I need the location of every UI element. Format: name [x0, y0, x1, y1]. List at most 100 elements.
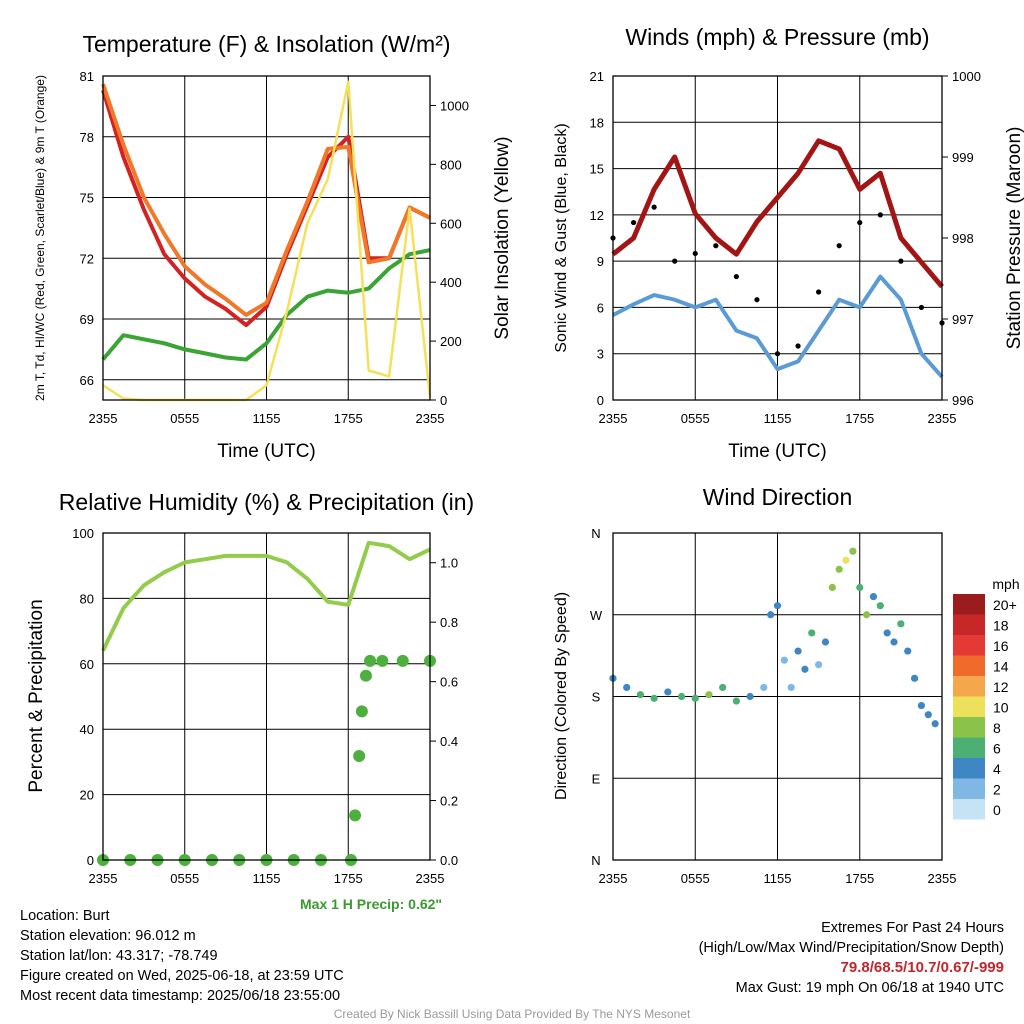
direction-point: [650, 694, 658, 702]
y-tick-label: 6: [597, 300, 604, 315]
direction-point: [815, 661, 823, 669]
x-tick-label: 2355: [928, 871, 957, 886]
data-point: [376, 654, 389, 667]
x-tick-label: 0555: [681, 871, 710, 886]
legend-label: 14: [993, 659, 1009, 675]
y-tick-label: 40: [80, 722, 94, 737]
legend-label: 18: [993, 618, 1009, 634]
direction-point: [863, 611, 871, 619]
direction-point: [856, 583, 864, 592]
y-tick-label: N: [591, 526, 600, 541]
panel-title: Wind Direction: [703, 484, 853, 510]
series-line: [612, 274, 944, 379]
y2-tick-label: 0.2: [440, 794, 458, 809]
direction-point: [746, 692, 754, 701]
x-axis-label: Time (UTC): [728, 441, 827, 462]
data-point: [349, 809, 362, 822]
legend-title: mph: [992, 576, 1019, 592]
legend-swatch: [953, 676, 985, 697]
y2-tick-label: 1.0: [440, 556, 458, 571]
extremes-sub: (High/Low/Max Wind/Precipitation/Snow De…: [698, 940, 1004, 956]
y2-tick-label: 400: [440, 275, 462, 290]
direction-point: [910, 674, 919, 682]
direction-point: [808, 629, 816, 637]
y-tick-label: 20: [80, 788, 94, 803]
x-tick-label: 1755: [845, 871, 874, 886]
y-tick-label: 0: [597, 393, 604, 408]
data-point: [877, 212, 883, 218]
y-tick-label: 3: [597, 347, 604, 362]
y2-axis-label: Solar Insolation (Yellow): [492, 136, 513, 339]
series-line: [101, 89, 431, 328]
panel-frame: [612, 532, 943, 861]
direction-point: [931, 720, 939, 728]
data-point: [713, 243, 719, 249]
legend-label: 8: [993, 720, 1001, 736]
y-tick-label: 75: [80, 191, 94, 206]
legend-label: 6: [993, 741, 1001, 757]
series-line: [101, 540, 431, 652]
panel-title: Relative Humidity (%) & Precipitation (i…: [59, 489, 474, 515]
panel-frame: [102, 75, 431, 401]
x-tick-label: 2355: [928, 411, 957, 426]
y-tick-label: N: [591, 853, 600, 868]
data-point: [651, 204, 657, 210]
y2-tick-label: 0.8: [440, 615, 458, 630]
y2-tick-label: 1000: [440, 98, 469, 113]
y-tick-label: 18: [590, 115, 604, 130]
x-tick-label: 0555: [170, 871, 199, 886]
y2-tick-label: 0.4: [440, 734, 458, 749]
x-tick-label: 0555: [681, 411, 710, 426]
legend-swatch: [953, 778, 985, 799]
data-point: [396, 654, 409, 667]
created-text: Figure created on Wed, 2025-06-18, at 23…: [20, 968, 344, 984]
y-tick-label: W: [590, 608, 603, 623]
series-line: [101, 248, 431, 362]
data-point: [836, 243, 842, 249]
legend-swatch: [953, 758, 985, 779]
recent-text: Most recent data timestamp: 2025/06/18 2…: [20, 988, 341, 1004]
series-line: [611, 138, 944, 289]
y-tick-label: 81: [80, 69, 94, 84]
x-tick-label: 2355: [416, 411, 445, 426]
series-line: [101, 83, 431, 317]
x-tick-label: 2355: [89, 871, 118, 886]
extremes-info: Extremes For Past 24 Hours (High/Low/Max…: [699, 918, 1004, 998]
legend-label: 20+: [993, 597, 1017, 613]
legend-swatch: [953, 799, 985, 820]
direction-point: [623, 683, 631, 692]
data-point: [774, 351, 781, 357]
direction-point: [897, 620, 905, 628]
y-tick-label: 15: [590, 162, 604, 177]
direction-point: [869, 592, 878, 601]
data-point: [692, 250, 698, 257]
direction-point: [664, 688, 672, 696]
x-tick-label: 1755: [845, 411, 874, 426]
y-tick-label: 66: [80, 373, 94, 388]
data-point: [355, 705, 368, 718]
x-tick-label: 2355: [599, 871, 628, 886]
legend-swatch: [953, 614, 985, 635]
y2-tick-label: 1000: [952, 69, 981, 84]
direction-point: [801, 665, 809, 673]
data-point: [364, 654, 377, 667]
direction-point: [794, 647, 802, 655]
direction-point: [876, 602, 884, 610]
panel-frame: [612, 75, 943, 401]
direction-point: [636, 691, 645, 699]
data-point: [816, 289, 822, 295]
data-point: [795, 343, 801, 349]
direction-point: [821, 638, 830, 646]
credit-line: Created By Nick Bassill Using Data Provi…: [333, 1007, 691, 1021]
direction-point: [849, 547, 857, 555]
y2-tick-label: 999: [952, 150, 974, 165]
y2-axis-label: Station Pressure (Maroon): [1004, 127, 1024, 350]
y-axis-label: Sonic Wind & Gust (Blue, Black): [553, 123, 570, 352]
panel-title: Winds (mph) & Pressure (mb): [625, 24, 929, 50]
y-tick-label: 12: [590, 208, 604, 223]
max-precip-label: Max 1 H Precip: 0.62": [300, 896, 443, 912]
x-tick-label: 1155: [764, 411, 792, 426]
direction-point: [842, 556, 850, 564]
direction-point: [677, 692, 686, 701]
